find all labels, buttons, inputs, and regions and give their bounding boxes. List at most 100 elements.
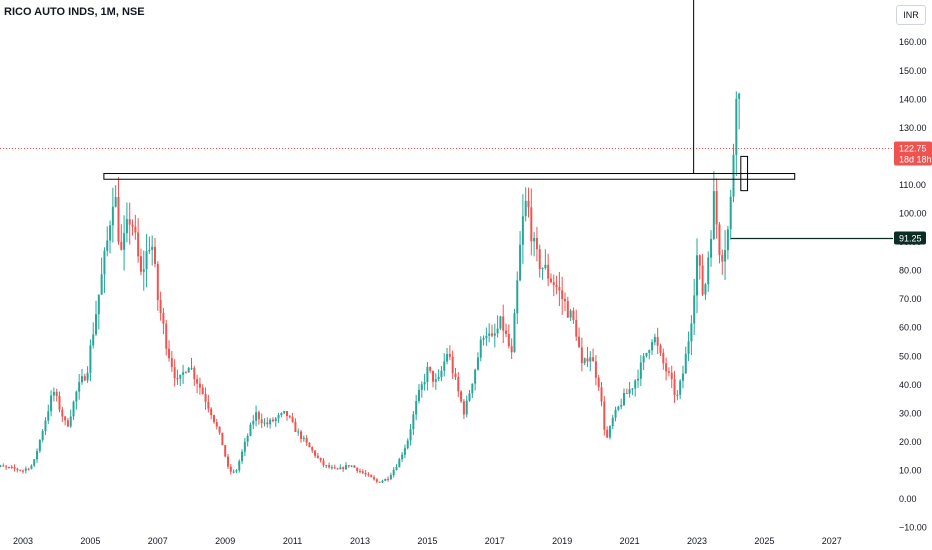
candle-body <box>257 412 260 420</box>
candle-body <box>249 424 252 436</box>
candle <box>608 425 611 440</box>
candle-body <box>446 353 449 362</box>
candle-body <box>36 450 39 460</box>
candle <box>715 178 718 239</box>
candle <box>249 422 252 437</box>
candle <box>704 282 707 300</box>
candle-body <box>718 224 721 256</box>
candle <box>50 390 53 417</box>
candle-body <box>114 197 117 207</box>
candle-body <box>443 361 446 371</box>
candle <box>502 304 505 344</box>
candles-layer <box>0 91 741 484</box>
candle-body <box>319 457 322 461</box>
candle-body <box>502 316 505 331</box>
candle-body <box>179 374 182 379</box>
candle-body <box>476 357 479 370</box>
candle-body <box>123 233 126 250</box>
candle-body <box>156 263 159 301</box>
candle-body <box>434 379 437 382</box>
y-tick-label: 130.00 <box>899 123 927 133</box>
candle-body <box>106 240 109 251</box>
candle-body <box>139 256 142 272</box>
candle-body <box>196 379 199 384</box>
candle-body <box>86 372 89 381</box>
candle-body <box>474 369 477 384</box>
candle-body <box>704 284 707 295</box>
candle <box>229 463 232 475</box>
candle <box>55 388 58 402</box>
candle-body <box>128 219 131 225</box>
candle <box>645 352 648 358</box>
candle-body <box>263 422 266 424</box>
candle <box>479 336 482 362</box>
candle-body <box>510 346 513 353</box>
candle <box>316 453 319 459</box>
candle-body <box>690 323 693 342</box>
candle <box>639 355 642 387</box>
candle <box>679 379 682 400</box>
last-price-badge <box>894 141 932 166</box>
currency-button[interactable]: INR <box>896 5 926 25</box>
candle <box>13 464 16 472</box>
candle <box>406 438 409 450</box>
candle <box>7 466 10 469</box>
candle-body <box>468 393 471 401</box>
candle <box>89 339 92 382</box>
candle <box>64 415 67 426</box>
candle-body <box>437 377 440 380</box>
candle-body <box>311 447 314 451</box>
candle-body <box>243 441 246 452</box>
candle-body <box>530 207 533 242</box>
candle <box>325 464 328 469</box>
candle <box>347 465 350 468</box>
candle-body <box>64 416 67 421</box>
candle <box>58 391 61 413</box>
candle <box>218 426 221 435</box>
candle-body <box>676 394 679 396</box>
x-tick-label: 2017 <box>485 536 505 546</box>
candle-body <box>603 401 606 430</box>
candle-body <box>417 389 420 402</box>
candle <box>471 383 474 398</box>
candle <box>269 417 272 429</box>
candle <box>266 417 269 428</box>
candle-body <box>558 287 561 291</box>
candle <box>19 469 22 472</box>
candle-body <box>406 440 409 449</box>
candle-body <box>451 356 454 374</box>
candle-body <box>283 411 286 414</box>
candle <box>620 398 623 410</box>
candle <box>446 348 449 365</box>
candle-body <box>353 465 356 468</box>
candle <box>583 357 586 366</box>
candle <box>510 338 513 359</box>
candle <box>707 251 710 292</box>
candle <box>111 187 114 243</box>
candle-body <box>569 310 572 318</box>
level-label: 91.25 <box>899 233 922 243</box>
candle <box>681 365 684 389</box>
candle-body <box>516 280 519 314</box>
candle-body <box>614 409 617 418</box>
candle <box>631 387 634 395</box>
candle-body <box>305 438 308 443</box>
candle-body <box>608 426 611 438</box>
candle <box>297 428 300 436</box>
candle <box>151 235 154 266</box>
candle-body <box>440 370 443 378</box>
y-tick-label: 10.00 <box>899 465 922 475</box>
y-tick-label: 140.00 <box>899 94 927 104</box>
candle <box>61 406 64 422</box>
candle-body <box>210 408 213 416</box>
candle <box>381 479 384 483</box>
candle <box>80 368 83 385</box>
candle <box>395 464 398 471</box>
candle <box>285 410 288 421</box>
candle <box>162 308 165 335</box>
candle-body <box>246 435 249 442</box>
candle-body <box>47 411 50 421</box>
candle <box>398 457 401 468</box>
candle-body <box>277 415 280 419</box>
